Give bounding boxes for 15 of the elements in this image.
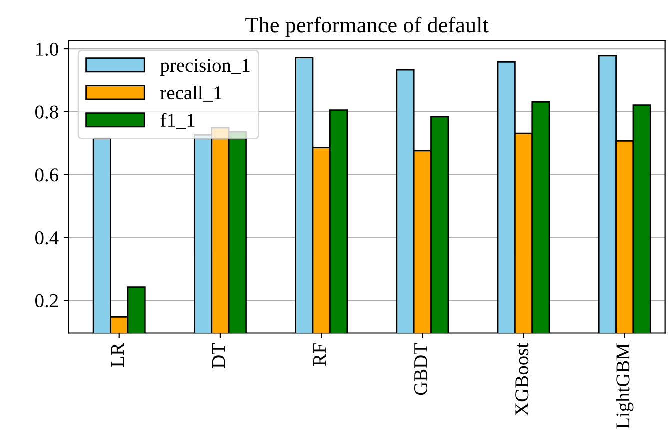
x-tick-label: LR bbox=[111, 343, 124, 368]
y-tick-label: 0.6 bbox=[36, 168, 58, 182]
x-tick-label: XGBoost bbox=[516, 343, 529, 416]
y-tick-label: 0.8 bbox=[36, 106, 58, 119]
y-tick-label: 1.0 bbox=[36, 42, 58, 56]
legend-label: f1_1 bbox=[160, 113, 195, 130]
x-tick-label: LightGBM bbox=[616, 344, 634, 429]
x-tick-label: DT bbox=[212, 343, 226, 368]
x-tick-label: RF bbox=[314, 344, 326, 366]
x-tick-label: GBDT bbox=[414, 343, 428, 396]
chart-title: The performance of default bbox=[246, 16, 489, 38]
legend-label: precision_1 bbox=[160, 59, 250, 76]
legend-label: recall_1 bbox=[160, 86, 222, 102]
y-tick-label: 0.4 bbox=[36, 231, 59, 245]
y-tick-label: 0.2 bbox=[36, 294, 58, 308]
